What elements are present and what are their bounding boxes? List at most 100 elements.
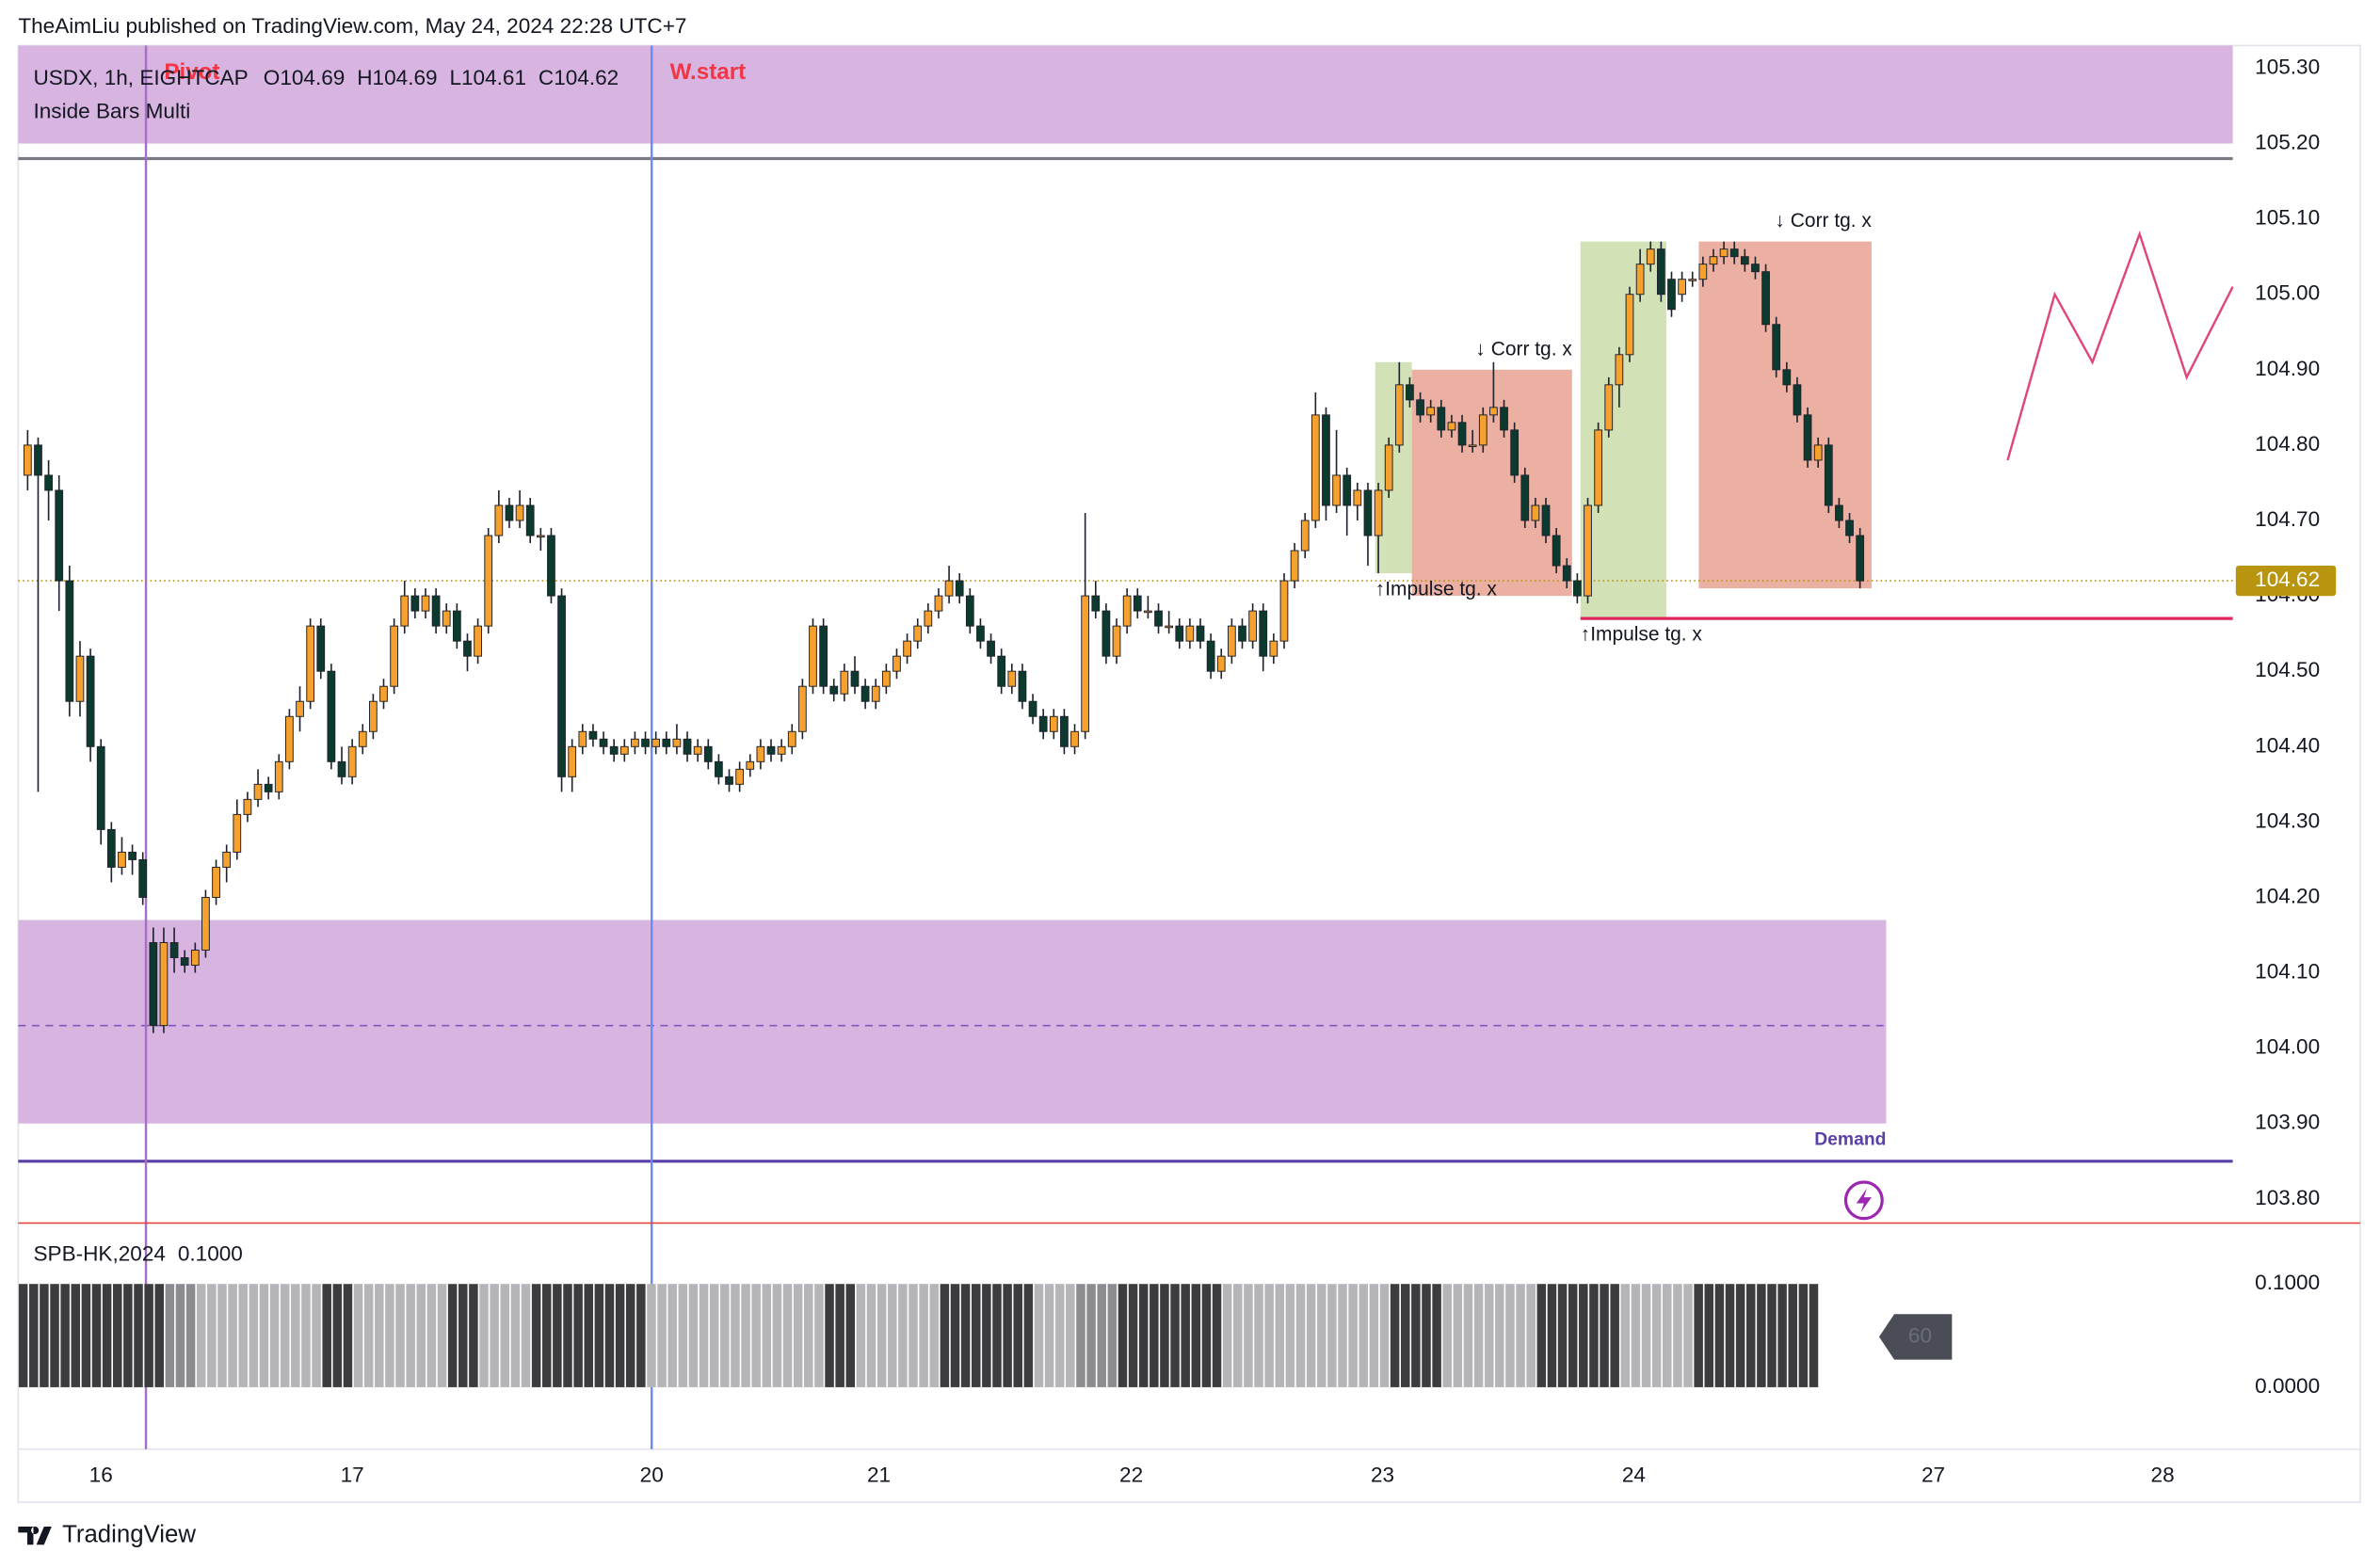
indicator-bar — [1777, 1284, 1787, 1387]
candle-body — [1635, 264, 1645, 296]
candle-body — [201, 896, 210, 952]
indicator-bar — [1579, 1284, 1588, 1387]
candle-body — [641, 738, 650, 747]
candle-body — [1238, 625, 1246, 642]
y-tick-label: 105.20 — [2255, 130, 2320, 153]
candle-body — [578, 730, 587, 747]
candle-body — [1311, 414, 1320, 521]
indicator-bar — [91, 1284, 102, 1387]
footer-logo — [18, 1526, 52, 1545]
box — [1580, 241, 1666, 619]
candle-body — [965, 595, 974, 627]
x-tick-label: 21 — [867, 1464, 891, 1487]
candle-body — [358, 730, 367, 747]
indicator-bar — [1505, 1284, 1515, 1387]
indicator-bar — [1725, 1284, 1735, 1387]
indicator-bar — [144, 1284, 153, 1387]
candle-body — [693, 745, 702, 755]
indicator-bar — [207, 1284, 217, 1387]
y-tick-label: 105.30 — [2255, 55, 2320, 78]
footer-brand: TradingView — [62, 1521, 196, 1547]
indicator-bar — [322, 1284, 331, 1387]
candle-body — [1133, 595, 1142, 612]
indicator-bar — [1673, 1284, 1682, 1387]
candle-body — [536, 535, 545, 538]
candle-body — [557, 595, 566, 777]
indicator-bar — [1473, 1284, 1484, 1387]
indicator-bar — [1244, 1284, 1253, 1387]
candle-body — [452, 610, 461, 642]
candle-body — [599, 738, 608, 747]
candle-body — [955, 580, 964, 597]
indicator-bar — [1568, 1284, 1578, 1387]
candle-body — [871, 685, 880, 702]
indicator-bar — [919, 1284, 928, 1387]
candle-body — [1604, 384, 1614, 431]
candle-body — [1279, 580, 1289, 642]
candle-body — [735, 768, 745, 785]
zone-label: Demand — [1814, 1129, 1886, 1150]
candle-body — [1729, 248, 1739, 258]
indicator-bar — [909, 1284, 918, 1387]
box — [1698, 241, 1872, 589]
indicator-bar — [1651, 1284, 1662, 1387]
indicator-bar — [720, 1284, 730, 1387]
indicator-bar — [1212, 1284, 1222, 1387]
candle-body — [1468, 444, 1477, 448]
candle-body — [431, 595, 441, 627]
indicator-bar — [1076, 1284, 1085, 1387]
x-tick-label: 27 — [1922, 1464, 1945, 1487]
candle-body — [44, 474, 53, 491]
candle-body — [505, 504, 514, 521]
candle-body — [390, 625, 398, 687]
indicator-bar — [29, 1284, 39, 1387]
indicator-bar — [1222, 1284, 1232, 1387]
indicator-bar — [406, 1284, 415, 1387]
indicator-bar — [490, 1284, 499, 1387]
indicator-bar — [563, 1284, 572, 1387]
candle-body — [1615, 354, 1624, 386]
indicator-bar — [1714, 1284, 1725, 1387]
candle-body — [809, 625, 817, 687]
indicator-bar — [1160, 1284, 1169, 1387]
candle-body — [1457, 422, 1467, 446]
indicator-bar — [81, 1284, 91, 1387]
y-tick-label: 103.90 — [2255, 1111, 2320, 1134]
indicator-bar — [1107, 1284, 1118, 1387]
indicator-bar — [1034, 1284, 1044, 1387]
zone — [18, 45, 2233, 144]
indicator-bar — [1411, 1284, 1421, 1387]
indicator-bar — [259, 1284, 269, 1387]
candle-body — [1406, 384, 1414, 401]
indicator-bar — [469, 1284, 478, 1387]
indicator-bar — [1044, 1284, 1054, 1387]
candle-body — [1793, 384, 1802, 416]
last-price-label: 104.62 — [2255, 568, 2320, 591]
alert-icon-bolt — [1856, 1188, 1872, 1213]
y-tick-label: 0.0000 — [2255, 1374, 2320, 1398]
candle-body — [1144, 610, 1152, 614]
indicator-bar — [804, 1284, 813, 1387]
candle-body — [568, 745, 577, 777]
candle-body — [138, 858, 148, 898]
candle-body — [850, 670, 860, 687]
candle-body — [1374, 489, 1383, 536]
indicator-bar — [165, 1284, 175, 1387]
indicator-bar — [375, 1284, 384, 1387]
indicator-bar — [793, 1284, 803, 1387]
candle-body — [285, 715, 294, 762]
x-tick-label: 20 — [640, 1464, 664, 1487]
candle-body — [180, 957, 189, 967]
indicator-bar — [1379, 1284, 1390, 1387]
candle-body — [1478, 414, 1488, 446]
candle-body — [1216, 655, 1226, 672]
plot-area: Demand Pivot W.start ↑Impulse tg. x ↓ Corr t… — [18, 45, 2337, 1487]
indicator-bar — [1809, 1284, 1819, 1387]
candle-body — [619, 745, 629, 755]
indicator-bar — [888, 1284, 897, 1387]
candle-body — [515, 504, 524, 521]
candle-body — [1102, 610, 1111, 657]
candle-body — [1332, 474, 1341, 506]
indicator-bar — [18, 1284, 28, 1387]
